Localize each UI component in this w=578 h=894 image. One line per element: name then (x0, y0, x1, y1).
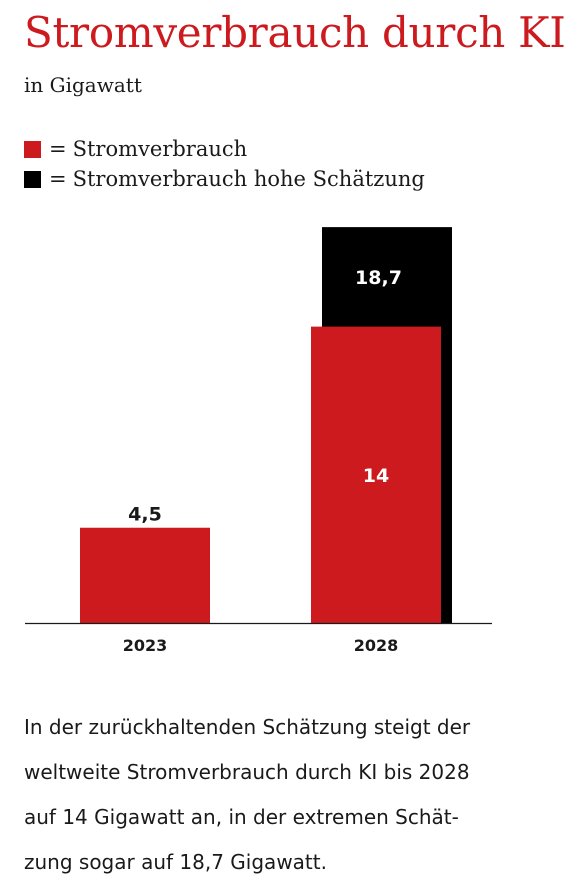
bar-stromverbrauch-2028 (311, 326, 441, 623)
data-label-high-2028: 18,7 (355, 267, 402, 289)
data-label-stromverbrauch-2023: 4,5 (128, 504, 162, 526)
bar-stromverbrauch-2023 (80, 527, 210, 623)
legend-item-stromverbrauch: = Stromverbrauch (24, 134, 425, 164)
legend-label: Stromverbrauch hohe Schätzung (72, 167, 425, 191)
legend-equals-sign: = (49, 167, 67, 191)
legend-item-hohe-schaetzung: = Stromverbrauch hohe Schätzung (24, 164, 425, 194)
x-tick-label-2023: 2023 (123, 636, 168, 655)
legend-label: Stromverbrauch (72, 137, 248, 161)
caption-line: In der zurückhaltenden Schätzung steigt … (24, 715, 471, 739)
chart-title: Stromverbrauch durch KI (24, 8, 566, 57)
legend-equals-sign: = (49, 137, 67, 161)
legend-swatch-red (24, 140, 41, 158)
caption-text: In der zurückhaltenden Schätzung steigt … (24, 705, 554, 885)
caption-line: zung sogar auf 18,7 Gigawatt. (24, 850, 327, 874)
caption-line: weltweite Stromverbrauch durch KI bis 20… (24, 760, 470, 784)
x-tick-label-2028: 2028 (354, 636, 399, 655)
legend-swatch-black (24, 170, 41, 188)
data-label-stromverbrauch-2028: 14 (363, 465, 389, 487)
caption-line: auf 14 Gigawatt an, in der extremen Schä… (24, 805, 459, 829)
legend: = Stromverbrauch = Stromverbrauch hohe S… (24, 134, 425, 194)
chart-subtitle: in Gigawatt (24, 73, 142, 97)
